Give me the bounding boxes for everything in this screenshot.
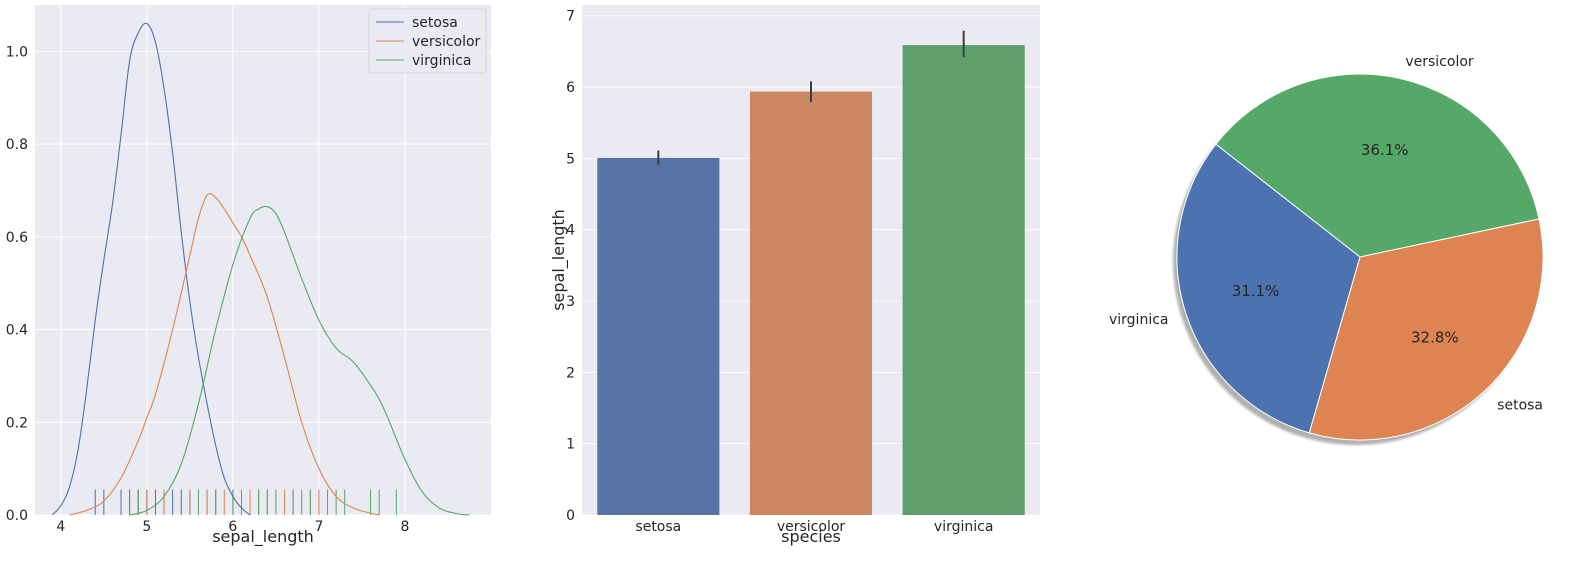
legend-frame bbox=[368, 8, 487, 74]
bar-chart: 0 1 2 3 4 5 6 7 setosa versicolor virginica specie… bbox=[549, 5, 1040, 546]
legend-label-virginica: virginica bbox=[412, 53, 472, 69]
pie-slice-virginica bbox=[1176, 143, 1361, 434]
bar-y-tick-label: 6 bbox=[566, 80, 575, 96]
kde-y-tick-label: 1.0 bbox=[6, 44, 28, 60]
kde-y-tick-label: 0.8 bbox=[6, 137, 28, 153]
kde-y-tick-label: 0.6 bbox=[6, 230, 28, 246]
bar-x-tick-label: setosa bbox=[635, 519, 681, 535]
bar-x-axis-label: species bbox=[781, 527, 841, 546]
kde-x-tick-label: 5 bbox=[142, 519, 151, 535]
bar-tick-labels: 0 1 2 3 4 5 6 7 setosa versicolor virginica bbox=[566, 9, 993, 535]
pie-slice-setosa bbox=[1308, 218, 1544, 441]
kde-plot-area bbox=[35, 5, 491, 515]
kde-y-tick-label: 0.2 bbox=[6, 415, 28, 431]
kde-x-tick-label: 8 bbox=[401, 519, 410, 535]
pie-percent-setosa: 32.8% bbox=[1411, 328, 1459, 346]
kde-x-tick-label: 7 bbox=[314, 519, 323, 535]
bar-versicolor bbox=[749, 91, 873, 515]
bar-y-tick-label: 5 bbox=[566, 151, 575, 167]
kde-legend: setosa versicolor virginica bbox=[368, 8, 487, 74]
bar-y-tick-label: 0 bbox=[566, 508, 575, 524]
legend-label-versicolor: versicolor bbox=[412, 34, 481, 50]
pie-label-virginica: virginica bbox=[1109, 312, 1169, 328]
bar-x-tick-label: virginica bbox=[934, 519, 994, 535]
kde-rug bbox=[94, 489, 397, 515]
pie-percent-virginica: 31.1% bbox=[1232, 282, 1280, 300]
kde-line-versicolor bbox=[69, 193, 380, 516]
kde-line-setosa bbox=[51, 22, 251, 516]
bar-virginica bbox=[902, 45, 1025, 516]
pie-label-setosa: setosa bbox=[1497, 397, 1543, 413]
bar-setosa bbox=[597, 157, 720, 516]
bar-y-tick-label: 2 bbox=[566, 365, 575, 381]
pie-slice-versicolor bbox=[1215, 73, 1540, 258]
kde-y-tick-label: 0.0 bbox=[6, 508, 28, 524]
kde-chart: 4 5 6 7 8 0.0 0.2 0.4 0.6 0.8 1.0 sepal_length set… bbox=[6, 5, 491, 547]
bar-x-tick-label: versicolor bbox=[777, 519, 846, 535]
pie-chart: versicolor 36.1% virginica 31.1% setosa 32.8% bbox=[1109, 54, 1544, 445]
kde-x-tick-label: 6 bbox=[228, 519, 237, 535]
bar-y-tick-label: 3 bbox=[566, 294, 575, 310]
kde-line-virginica bbox=[129, 205, 470, 516]
bar-y-tick-label: 4 bbox=[566, 223, 575, 239]
bar-y-tick-label: 1 bbox=[566, 437, 575, 453]
bar-y-tick-label: 7 bbox=[566, 9, 575, 25]
legend-label-setosa: setosa bbox=[412, 15, 458, 31]
kde-x-tick-label: 4 bbox=[56, 519, 65, 535]
kde-tick-labels: 4 5 6 7 8 0.0 0.2 0.4 0.6 0.8 1.0 bbox=[6, 44, 410, 535]
bar-y-axis-label: sepal_length bbox=[549, 209, 569, 311]
pie-percent-versicolor: 36.1% bbox=[1361, 141, 1409, 159]
kde-x-axis-label: sepal_length bbox=[212, 527, 314, 547]
kde-y-tick-label: 0.4 bbox=[6, 323, 28, 339]
kde-lines bbox=[51, 22, 470, 516]
bar-bars bbox=[597, 30, 1025, 516]
pie-label-versicolor: versicolor bbox=[1405, 54, 1474, 70]
